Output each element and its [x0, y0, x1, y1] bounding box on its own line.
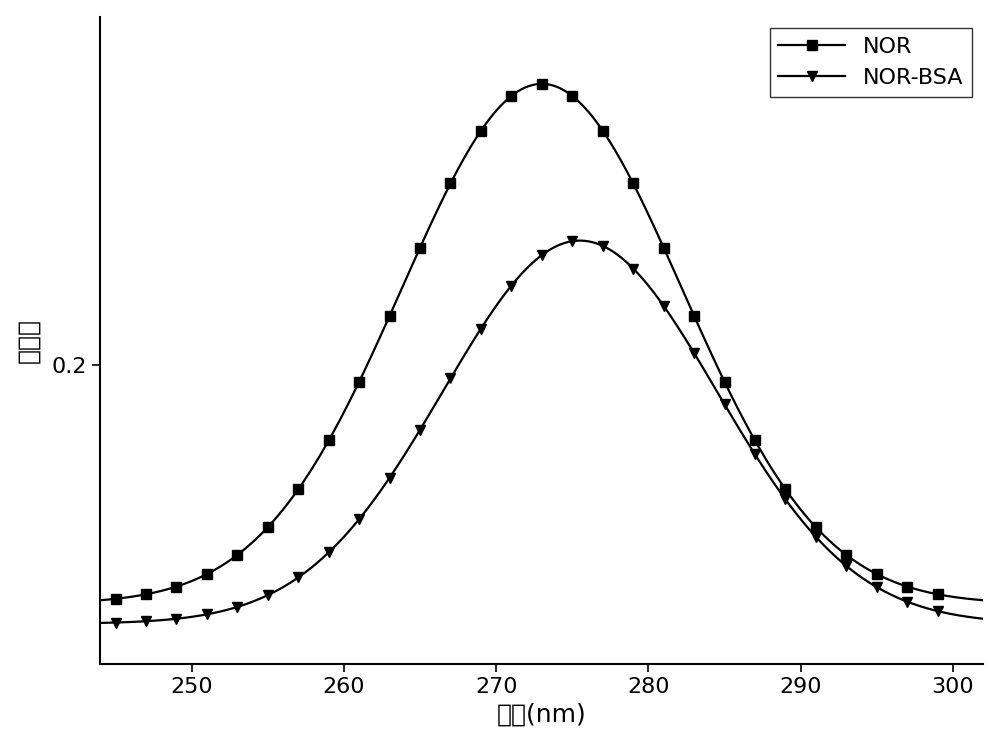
NOR	[414, 243, 426, 252]
NOR	[719, 377, 731, 386]
NOR-BSA	[292, 573, 304, 582]
Y-axis label: 吸收值: 吸收值	[17, 317, 41, 363]
NOR-BSA	[779, 495, 791, 504]
NOR	[901, 582, 913, 591]
NOR-BSA	[110, 618, 122, 627]
NOR-BSA	[384, 473, 396, 482]
NOR	[384, 311, 396, 320]
NOR	[505, 91, 517, 100]
X-axis label: 波长(nm): 波长(nm)	[497, 702, 587, 727]
NOR	[627, 179, 639, 188]
NOR-BSA	[475, 324, 487, 333]
NOR	[536, 80, 548, 88]
NOR-BSA	[566, 237, 578, 246]
NOR-BSA	[414, 425, 426, 434]
Line: NOR-BSA: NOR-BSA	[111, 236, 943, 627]
NOR	[140, 590, 152, 599]
NOR	[231, 551, 243, 559]
NOR-BSA	[719, 400, 731, 409]
NOR-BSA	[688, 348, 700, 357]
NOR-BSA	[262, 591, 274, 600]
NOR	[475, 126, 487, 135]
NOR-BSA	[536, 250, 548, 259]
NOR-BSA	[840, 562, 852, 571]
Legend: NOR, NOR-BSA: NOR, NOR-BSA	[770, 27, 972, 97]
NOR-BSA	[353, 515, 365, 524]
NOR	[658, 243, 670, 252]
Line: NOR: NOR	[111, 79, 943, 603]
NOR	[840, 551, 852, 559]
NOR	[871, 570, 883, 579]
NOR-BSA	[201, 610, 213, 619]
NOR	[779, 484, 791, 493]
NOR-BSA	[444, 374, 456, 383]
NOR-BSA	[170, 614, 182, 623]
NOR	[262, 523, 274, 532]
NOR	[201, 570, 213, 579]
NOR-BSA	[901, 597, 913, 606]
NOR	[323, 436, 335, 445]
NOR-BSA	[658, 302, 670, 311]
NOR	[810, 523, 822, 532]
NOR-BSA	[749, 450, 761, 459]
NOR	[110, 594, 122, 603]
NOR	[566, 91, 578, 100]
NOR	[597, 126, 609, 135]
NOR	[932, 590, 944, 599]
NOR	[170, 582, 182, 591]
NOR-BSA	[231, 603, 243, 611]
NOR	[292, 484, 304, 493]
NOR-BSA	[810, 532, 822, 541]
NOR-BSA	[597, 241, 609, 250]
NOR-BSA	[140, 617, 152, 626]
NOR-BSA	[932, 606, 944, 615]
NOR	[688, 311, 700, 320]
NOR-BSA	[323, 548, 335, 557]
NOR	[749, 436, 761, 445]
NOR-BSA	[627, 264, 639, 273]
NOR-BSA	[505, 281, 517, 290]
NOR-BSA	[871, 583, 883, 591]
NOR	[444, 179, 456, 188]
NOR	[353, 377, 365, 386]
